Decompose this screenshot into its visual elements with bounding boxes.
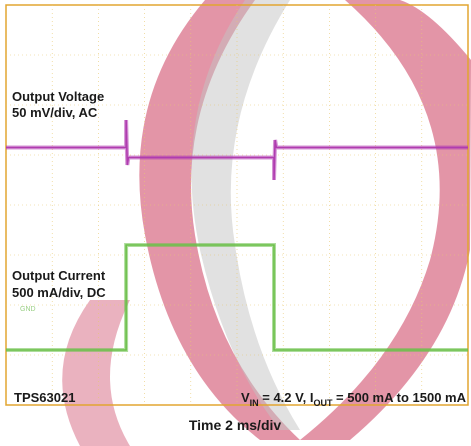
x-axis-label: Time 2 ms/div: [189, 417, 282, 433]
output-voltage-trace: [6, 119, 468, 181]
watermark-logo: [62, 0, 471, 446]
device-label: TPS63021: [14, 390, 75, 405]
voltage-label-line1: Output Voltage: [12, 89, 104, 104]
conditions-label: VIN = 4.2 V, IOUT = 500 mA to 1500 mA: [241, 390, 467, 408]
output-current-trace: [6, 244, 468, 351]
current-label-line1: Output Current: [12, 268, 106, 283]
voltage-label-line2: 50 mV/div, AC: [12, 105, 98, 120]
ground-marker: GND: [20, 306, 36, 313]
current-label-line2: 500 mA/div, DC: [12, 285, 106, 300]
grid: [6, 5, 468, 405]
traces: [6, 119, 468, 352]
